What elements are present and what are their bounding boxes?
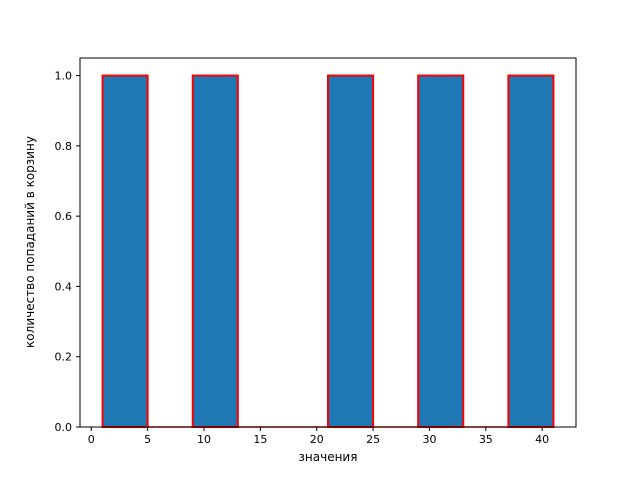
x-tick-label: 25 xyxy=(366,433,380,446)
plot-frame xyxy=(79,57,577,428)
x-tick-label: 35 xyxy=(479,433,493,446)
x-tick-label: 0 xyxy=(88,433,95,446)
histogram-bar xyxy=(101,74,149,428)
histogram-bar xyxy=(327,74,375,428)
y-tick-label: 0.2 xyxy=(55,351,73,364)
histogram-bar xyxy=(417,74,465,428)
y-tick-label: 0.6 xyxy=(55,210,73,223)
histogram-bar xyxy=(507,74,555,428)
y-axis-label: количество попаданий в корзину xyxy=(23,136,37,348)
x-tick-label: 15 xyxy=(253,433,267,446)
x-tick-label: 40 xyxy=(535,433,549,446)
y-tick-label: 1.0 xyxy=(55,70,73,83)
x-axis-label: значения xyxy=(298,450,358,464)
x-tick-label: 30 xyxy=(422,433,436,446)
y-tick-label: 0.8 xyxy=(55,140,73,153)
histogram-bar xyxy=(191,74,239,428)
x-tick-label: 10 xyxy=(197,433,211,446)
x-tick-label: 20 xyxy=(310,433,324,446)
x-tick-label: 5 xyxy=(144,433,151,446)
y-tick-label: 0.4 xyxy=(55,280,73,293)
y-tick-label: 0.0 xyxy=(55,421,73,434)
